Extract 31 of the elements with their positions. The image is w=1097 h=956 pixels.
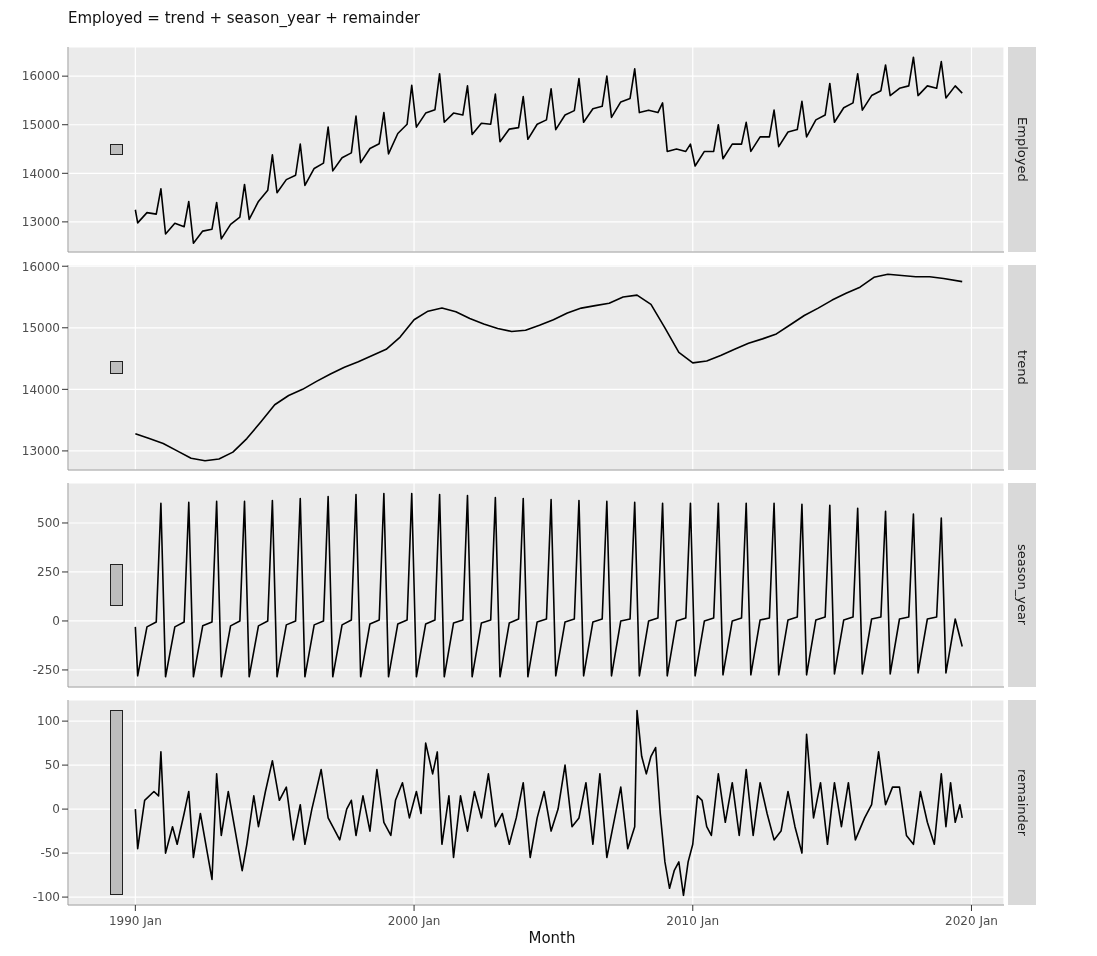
y-tick-label: 14000 [21,382,60,397]
y-tick-label: 13000 [21,444,60,459]
y-tick-label: -50 [40,846,60,861]
line-series [134,56,963,245]
y-tick-label: 50 [44,758,60,773]
y-tick-label: 13000 [21,215,60,230]
y-tick-label: 14000 [21,166,60,181]
y-tick-label: 250 [37,565,60,580]
y-axis-title: remainder [1014,768,1030,837]
y-tick-label: 15000 [21,321,60,336]
y-tick-label: 0 [52,802,60,817]
x-axis-title: Month [527,929,577,947]
x-tick-label: 2020 Jan [945,914,998,928]
line-series [134,492,963,678]
y-tick-label: 100 [37,714,60,729]
line-series [134,273,963,462]
y-tick-label: 16000 [21,69,60,84]
y-axis-title: Employed [1014,117,1030,182]
x-tick-label: 1990 Jan [108,914,162,928]
chart-title: Employed = trend + season_year + remainder [68,8,422,29]
y-tick-label: 500 [37,516,60,531]
y-tick-label: -250 [32,663,60,678]
y-axis-title: trend [1014,350,1030,385]
x-tick-label: 2000 Jan [387,914,441,928]
x-tick-label: 2010 Jan [666,914,720,928]
y-tick-label: 16000 [21,259,60,274]
y-axis-title: season_year [1014,544,1030,626]
line-series [134,709,963,897]
y-tick-label: 15000 [21,117,60,132]
y-tick-label: -100 [32,890,60,905]
y-tick-label: 0 [52,614,60,629]
